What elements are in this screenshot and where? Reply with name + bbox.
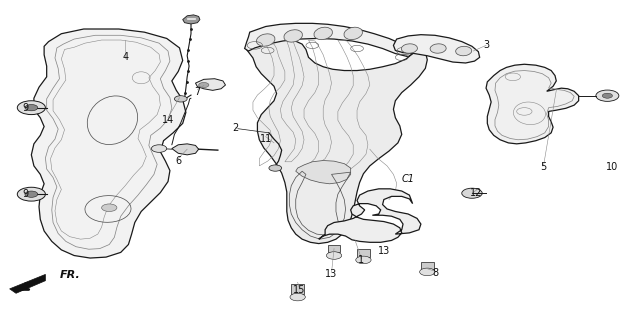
Text: 14: 14 <box>162 115 174 125</box>
Text: 13: 13 <box>378 246 390 256</box>
Text: 10: 10 <box>606 162 619 173</box>
Circle shape <box>602 93 612 98</box>
Text: 2: 2 <box>232 123 239 133</box>
Polygon shape <box>394 35 479 63</box>
Ellipse shape <box>284 30 303 42</box>
Text: 9: 9 <box>22 103 28 113</box>
Ellipse shape <box>314 27 332 40</box>
Text: 15: 15 <box>293 285 306 295</box>
Circle shape <box>356 256 371 264</box>
Circle shape <box>596 90 619 101</box>
Polygon shape <box>172 144 198 155</box>
Text: 5: 5 <box>540 162 547 173</box>
Text: 1: 1 <box>358 255 365 265</box>
Text: 11: 11 <box>260 134 272 144</box>
Polygon shape <box>246 39 428 244</box>
Circle shape <box>420 268 435 276</box>
Polygon shape <box>182 15 200 24</box>
Circle shape <box>462 188 482 198</box>
Text: 3: 3 <box>483 40 489 50</box>
Circle shape <box>198 82 209 88</box>
Circle shape <box>152 145 167 152</box>
Text: 6: 6 <box>175 156 181 166</box>
Text: FR.: FR. <box>60 270 80 281</box>
Ellipse shape <box>456 46 472 56</box>
Circle shape <box>102 204 117 211</box>
Circle shape <box>25 191 38 197</box>
Polygon shape <box>291 284 304 294</box>
Ellipse shape <box>257 34 275 46</box>
Text: 13: 13 <box>325 270 338 279</box>
Polygon shape <box>296 161 351 184</box>
Text: C1: C1 <box>402 174 415 185</box>
Polygon shape <box>328 245 340 252</box>
Circle shape <box>290 293 305 301</box>
Ellipse shape <box>401 44 417 53</box>
Polygon shape <box>357 249 370 257</box>
Polygon shape <box>10 274 45 293</box>
Polygon shape <box>421 263 434 269</box>
Circle shape <box>17 101 45 115</box>
Text: 8: 8 <box>432 268 438 278</box>
Polygon shape <box>319 189 421 242</box>
Circle shape <box>269 165 282 171</box>
Polygon shape <box>486 64 579 144</box>
Circle shape <box>326 252 342 259</box>
Polygon shape <box>31 29 186 258</box>
Circle shape <box>174 96 187 102</box>
Ellipse shape <box>344 27 362 40</box>
Polygon shape <box>244 23 413 57</box>
Circle shape <box>17 187 45 201</box>
Text: 12: 12 <box>470 188 483 198</box>
Text: 9: 9 <box>22 189 28 199</box>
Text: 7: 7 <box>195 87 200 97</box>
Ellipse shape <box>430 44 446 53</box>
Polygon shape <box>195 79 225 90</box>
Text: 4: 4 <box>122 52 128 62</box>
Circle shape <box>25 105 38 111</box>
